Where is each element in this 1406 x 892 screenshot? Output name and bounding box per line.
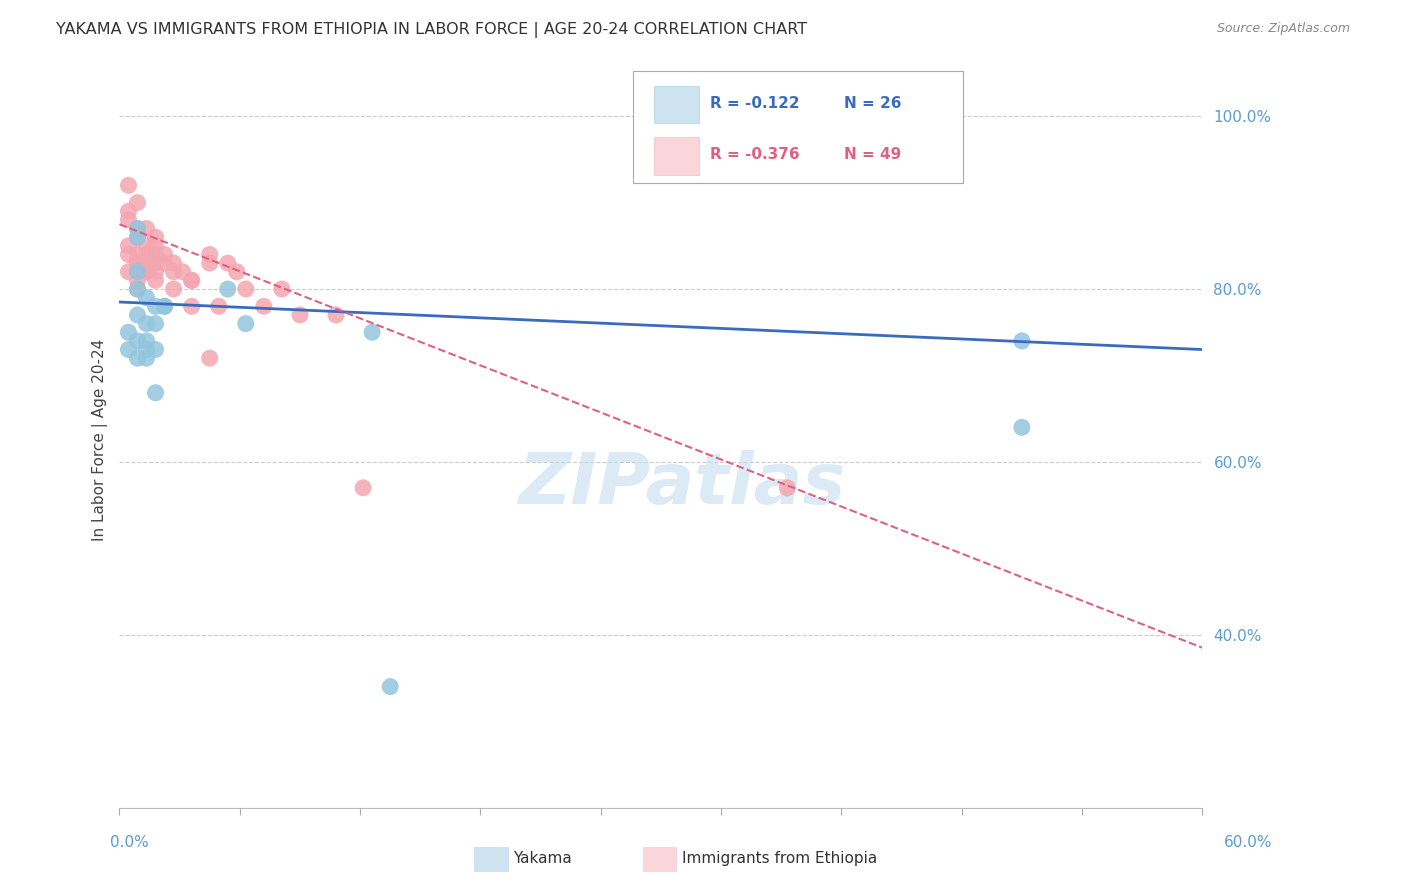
Point xyxy=(180,273,202,287)
Point xyxy=(117,204,139,219)
Text: Immigrants from Ethiopia: Immigrants from Ethiopia xyxy=(682,851,877,865)
Text: 0.0%: 0.0% xyxy=(110,836,149,850)
Point xyxy=(208,299,231,313)
Point xyxy=(117,213,139,227)
Point xyxy=(270,282,292,296)
Point xyxy=(135,221,157,235)
Point xyxy=(225,265,247,279)
Point xyxy=(235,282,257,296)
Point xyxy=(127,221,149,235)
Point xyxy=(198,351,221,366)
Point xyxy=(145,385,167,400)
Point xyxy=(198,247,221,261)
Point xyxy=(135,334,157,348)
Point xyxy=(135,256,157,270)
Point xyxy=(776,481,799,495)
Point xyxy=(127,256,149,270)
Point xyxy=(153,299,176,313)
Point xyxy=(127,230,149,244)
Point xyxy=(145,299,167,313)
Point xyxy=(127,256,149,270)
Point xyxy=(127,282,149,296)
Point xyxy=(127,308,149,322)
Point xyxy=(117,325,139,339)
Point xyxy=(172,265,194,279)
Point xyxy=(145,265,167,279)
Text: ZIPatlas: ZIPatlas xyxy=(519,450,846,519)
Point xyxy=(153,299,176,313)
Point xyxy=(145,247,167,261)
Point xyxy=(253,299,276,313)
Point xyxy=(127,351,149,366)
Point xyxy=(127,247,149,261)
Point xyxy=(352,481,374,495)
Text: R = -0.122: R = -0.122 xyxy=(710,96,800,112)
Point xyxy=(217,282,239,296)
Point xyxy=(162,256,184,270)
Point xyxy=(325,308,347,322)
Point xyxy=(127,195,149,210)
Point xyxy=(180,273,202,287)
Point xyxy=(145,239,167,253)
Point xyxy=(361,325,384,339)
Point xyxy=(117,178,139,193)
Text: N = 49: N = 49 xyxy=(844,147,901,162)
Point xyxy=(127,334,149,348)
Point xyxy=(1011,334,1033,348)
Point xyxy=(145,230,167,244)
Point xyxy=(145,317,167,331)
Point xyxy=(235,317,257,331)
Text: Source: ZipAtlas.com: Source: ZipAtlas.com xyxy=(1216,22,1350,36)
Point xyxy=(1011,420,1033,434)
Point xyxy=(217,256,239,270)
Text: 60.0%: 60.0% xyxy=(1225,836,1272,850)
Point xyxy=(127,265,149,279)
Point xyxy=(198,256,221,270)
Point xyxy=(180,299,202,313)
Point xyxy=(127,265,149,279)
Point xyxy=(117,239,139,253)
Point xyxy=(162,282,184,296)
Point xyxy=(135,265,157,279)
Point xyxy=(145,256,167,270)
Point xyxy=(153,256,176,270)
Point xyxy=(135,343,157,357)
Text: R = -0.376: R = -0.376 xyxy=(710,147,800,162)
Point xyxy=(127,273,149,287)
Point xyxy=(380,680,402,694)
Point xyxy=(145,273,167,287)
Text: Yakama: Yakama xyxy=(513,851,572,865)
Point xyxy=(135,239,157,253)
Point xyxy=(117,343,139,357)
Point xyxy=(288,308,311,322)
Text: YAKAMA VS IMMIGRANTS FROM ETHIOPIA IN LABOR FORCE | AGE 20-24 CORRELATION CHART: YAKAMA VS IMMIGRANTS FROM ETHIOPIA IN LA… xyxy=(56,22,807,38)
Text: N = 26: N = 26 xyxy=(844,96,901,112)
Point xyxy=(135,265,157,279)
Point xyxy=(135,351,157,366)
Point xyxy=(127,230,149,244)
Point xyxy=(117,247,139,261)
Point xyxy=(127,221,149,235)
Point xyxy=(135,247,157,261)
Point xyxy=(145,343,167,357)
Point xyxy=(135,317,157,331)
Y-axis label: In Labor Force | Age 20-24: In Labor Force | Age 20-24 xyxy=(93,339,108,541)
Point xyxy=(153,247,176,261)
Point xyxy=(135,291,157,305)
Point xyxy=(127,282,149,296)
Point xyxy=(162,265,184,279)
Point xyxy=(117,265,139,279)
